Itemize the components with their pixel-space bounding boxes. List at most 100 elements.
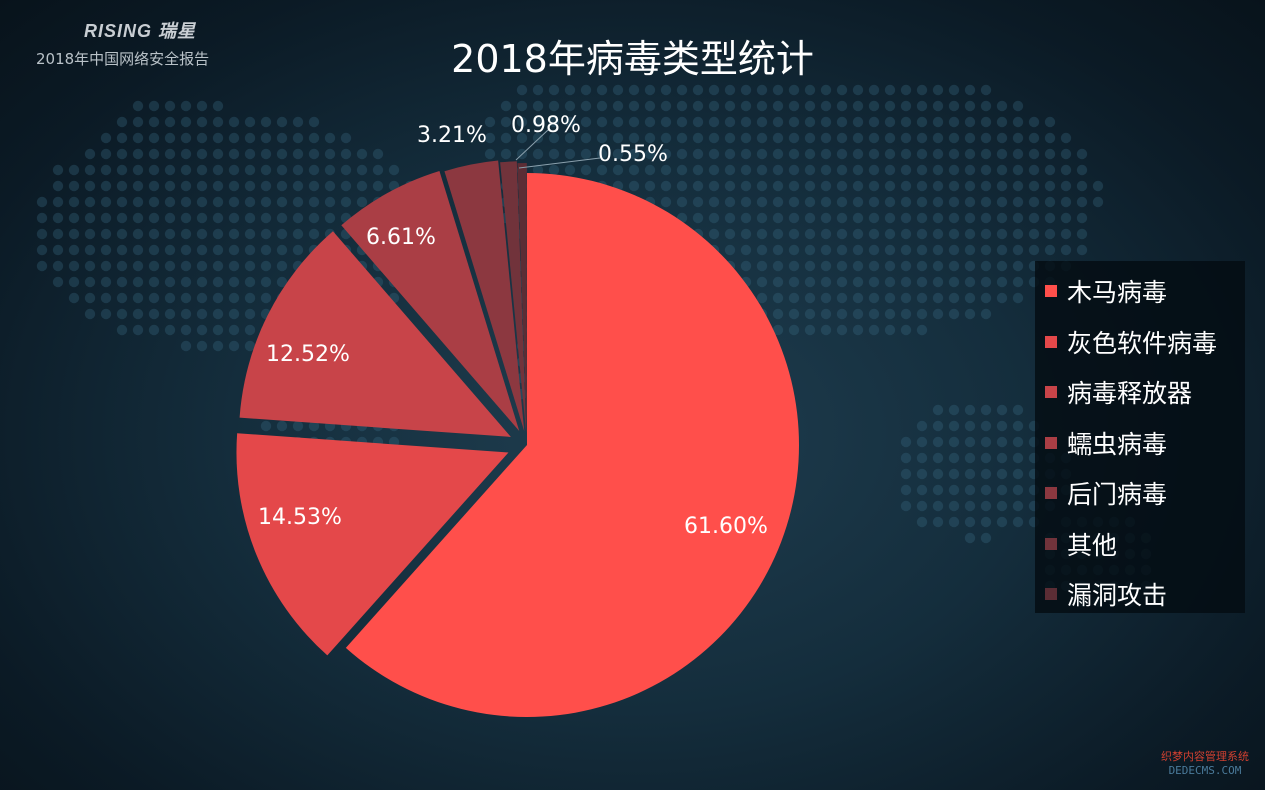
legend-swatch bbox=[1045, 335, 1057, 348]
map-dot bbox=[996, 516, 1008, 528]
map-dot bbox=[100, 164, 112, 176]
watermark-line2: DEDECMS.COM bbox=[1168, 764, 1242, 777]
map-dot bbox=[324, 132, 336, 144]
map-dot bbox=[180, 260, 192, 272]
map-dot bbox=[948, 404, 960, 416]
map-dot bbox=[868, 148, 880, 160]
dedecms-watermark: 织梦内容管理系统 DEDECMS.COM bbox=[1150, 750, 1260, 778]
map-dot bbox=[148, 276, 160, 288]
map-dot bbox=[180, 340, 192, 352]
map-dot bbox=[1028, 196, 1040, 208]
map-dot bbox=[868, 244, 880, 256]
map-dot bbox=[820, 308, 832, 320]
map-dot bbox=[948, 484, 960, 496]
map-dot bbox=[724, 132, 736, 144]
map-dot bbox=[884, 84, 896, 96]
map-dot bbox=[276, 164, 288, 176]
map-dot bbox=[884, 244, 896, 256]
map-dot bbox=[996, 276, 1008, 288]
map-dot bbox=[852, 212, 864, 224]
map-dot bbox=[132, 196, 144, 208]
map-dot bbox=[1012, 276, 1024, 288]
map-dot bbox=[884, 164, 896, 176]
map-dot bbox=[628, 148, 640, 160]
map-dot bbox=[932, 468, 944, 480]
map-dot bbox=[308, 164, 320, 176]
map-dot bbox=[228, 116, 240, 128]
map-dot bbox=[84, 164, 96, 176]
map-dot bbox=[276, 116, 288, 128]
map-dot bbox=[1044, 164, 1056, 176]
map-dot bbox=[164, 116, 176, 128]
map-dot bbox=[1076, 212, 1088, 224]
map-dot bbox=[100, 308, 112, 320]
map-dot bbox=[996, 212, 1008, 224]
map-dot bbox=[948, 468, 960, 480]
map-dot bbox=[244, 164, 256, 176]
map-dot bbox=[948, 420, 960, 432]
map-dot bbox=[308, 116, 320, 128]
map-dot bbox=[852, 276, 864, 288]
map-dot bbox=[532, 116, 544, 128]
map-dot bbox=[516, 100, 528, 112]
map-dot bbox=[756, 292, 768, 304]
map-dot bbox=[996, 228, 1008, 240]
map-dot bbox=[132, 228, 144, 240]
map-dot bbox=[932, 164, 944, 176]
map-dot bbox=[836, 116, 848, 128]
map-dot bbox=[932, 276, 944, 288]
map-dot bbox=[852, 260, 864, 272]
map-dot bbox=[836, 164, 848, 176]
map-dot bbox=[948, 244, 960, 256]
map-dot bbox=[964, 436, 976, 448]
map-dot bbox=[1060, 180, 1072, 192]
map-dot bbox=[660, 100, 672, 112]
map-dot bbox=[740, 180, 752, 192]
map-dot bbox=[740, 116, 752, 128]
map-dot bbox=[180, 148, 192, 160]
map-dot bbox=[1044, 132, 1056, 144]
map-dot bbox=[916, 436, 928, 448]
map-dot bbox=[1012, 484, 1024, 496]
data-label-4: 6.61% bbox=[366, 225, 436, 250]
map-dot bbox=[948, 212, 960, 224]
map-dot bbox=[740, 260, 752, 272]
map-dot bbox=[196, 164, 208, 176]
map-dot bbox=[500, 100, 512, 112]
legend-swatch bbox=[1045, 436, 1057, 449]
map-dot bbox=[996, 244, 1008, 256]
map-dot bbox=[772, 324, 784, 336]
map-dot bbox=[836, 84, 848, 96]
map-dot bbox=[980, 180, 992, 192]
map-dot bbox=[596, 164, 608, 176]
map-dot bbox=[516, 132, 528, 144]
data-label-5: 3.21% bbox=[417, 123, 487, 148]
map-dot bbox=[932, 212, 944, 224]
map-dot bbox=[948, 228, 960, 240]
map-dot bbox=[244, 196, 256, 208]
map-dot bbox=[532, 148, 544, 160]
map-dot bbox=[292, 212, 304, 224]
map-dot bbox=[196, 292, 208, 304]
map-dot bbox=[1012, 180, 1024, 192]
map-dot bbox=[292, 196, 304, 208]
map-dot bbox=[52, 244, 64, 256]
map-dot bbox=[852, 164, 864, 176]
map-dot bbox=[1060, 132, 1072, 144]
map-dot bbox=[836, 260, 848, 272]
map-dot bbox=[820, 260, 832, 272]
map-dot bbox=[68, 260, 80, 272]
map-dot bbox=[612, 100, 624, 112]
map-dot bbox=[724, 100, 736, 112]
map-dot bbox=[900, 500, 912, 512]
map-dot bbox=[260, 420, 272, 432]
map-dot bbox=[980, 244, 992, 256]
map-dot bbox=[660, 148, 672, 160]
map-dot bbox=[900, 196, 912, 208]
map-dot bbox=[148, 212, 160, 224]
map-dot bbox=[820, 228, 832, 240]
map-dot bbox=[244, 180, 256, 192]
map-dot bbox=[228, 180, 240, 192]
map-dot bbox=[260, 180, 272, 192]
map-dot bbox=[820, 212, 832, 224]
